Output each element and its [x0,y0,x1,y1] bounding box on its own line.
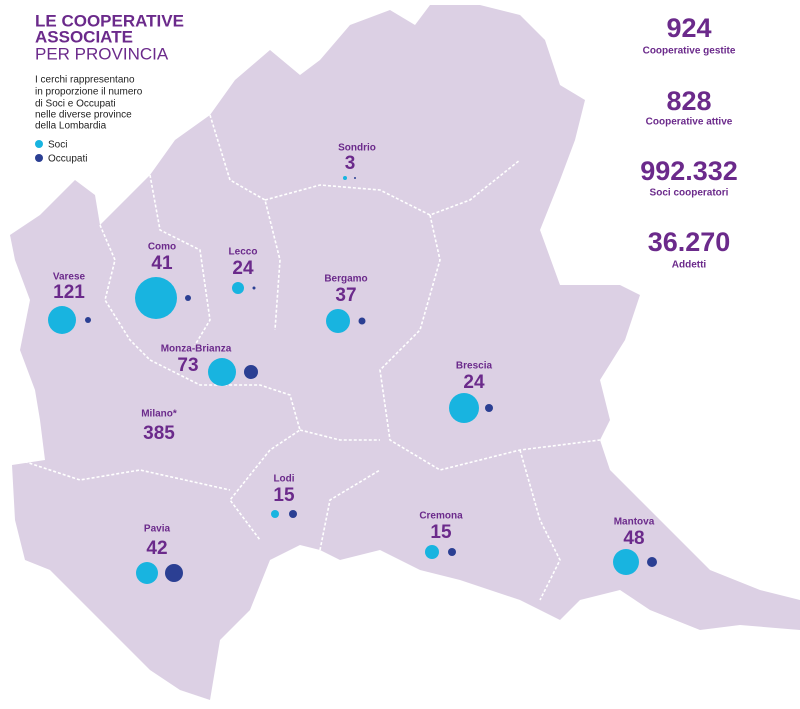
provinces: Sondrio3Como41Lecco24Varese121Bergamo37M… [48,143,657,584]
soci-circle [326,309,350,333]
occupati-circle [244,365,258,379]
soci-circle [613,549,639,575]
stat-value: 924 [666,13,711,43]
province-count: 15 [430,522,452,543]
description: della Lombardia [35,121,107,132]
description: di Soci e Occupati [35,99,116,110]
legend-label: Soci [48,140,67,151]
province-name: Varese [53,272,86,283]
description: nelle diverse province [35,110,132,121]
occupati-circle [354,177,356,179]
province-name: Brescia [456,361,493,372]
province-count: 121 [53,282,85,303]
province-count: 24 [232,258,254,279]
soci-circle [343,176,347,180]
province-count: 41 [151,253,173,274]
province-count: 24 [463,372,485,393]
occupati-circle [85,317,91,323]
stat-value: 828 [666,86,711,116]
soci-circle [425,545,439,559]
description: in proporzione il numero [35,87,143,98]
province-name: Como [148,242,176,253]
soci-circle [48,306,76,334]
description: I cerchi rappresentano [35,75,135,86]
soci-circle [136,562,158,584]
occupati-circle [358,317,366,325]
province-name: Mantova [614,517,655,528]
province-count: 385 [143,423,175,444]
province-count: 42 [146,538,167,559]
province-count: 3 [345,153,356,174]
province-count: 73 [177,355,198,376]
title: ASSOCIATE [35,27,133,46]
stat-value: 992.332 [640,156,738,186]
province-name: Lodi [273,474,294,485]
occupati-circle [252,286,256,290]
stat-label: Addetti [672,260,707,271]
province-count: 48 [623,528,644,549]
map-region [10,5,800,700]
province-count: 15 [273,485,295,506]
province-name: Milano* [141,409,177,420]
province-name: Pavia [144,524,171,535]
stat-label: Soci cooperatori [650,188,729,199]
province-name: Bergamo [324,274,367,285]
soci-circle [449,393,479,423]
occupati-circle [647,557,657,567]
occupati-circle [165,564,183,582]
title: LE COOPERATIVE [35,11,184,30]
province-name: Lecco [229,247,258,258]
stat-value: 36.270 [648,227,731,257]
occupati-circle [289,510,297,518]
province-name: Sondrio [338,143,376,154]
occupati-circle [185,295,191,301]
soci-circle [208,358,236,386]
soci-circle [271,510,279,518]
legend-swatch [35,140,43,148]
province-name: Cremona [419,511,463,522]
soci-circle [232,282,244,294]
legend-label: Occupati [48,154,87,165]
province-count: 37 [335,285,356,306]
legend-swatch [35,154,43,162]
province-borders [19,114,601,601]
subtitle: PER PROVINCIA [35,44,169,63]
occupati-circle [448,548,456,556]
occupati-circle [485,404,493,412]
stat-label: Cooperative attive [646,117,733,128]
soci-circle [135,277,177,319]
province-name: Monza-Brianza [161,344,232,355]
stat-label: Cooperative gestite [643,46,736,57]
